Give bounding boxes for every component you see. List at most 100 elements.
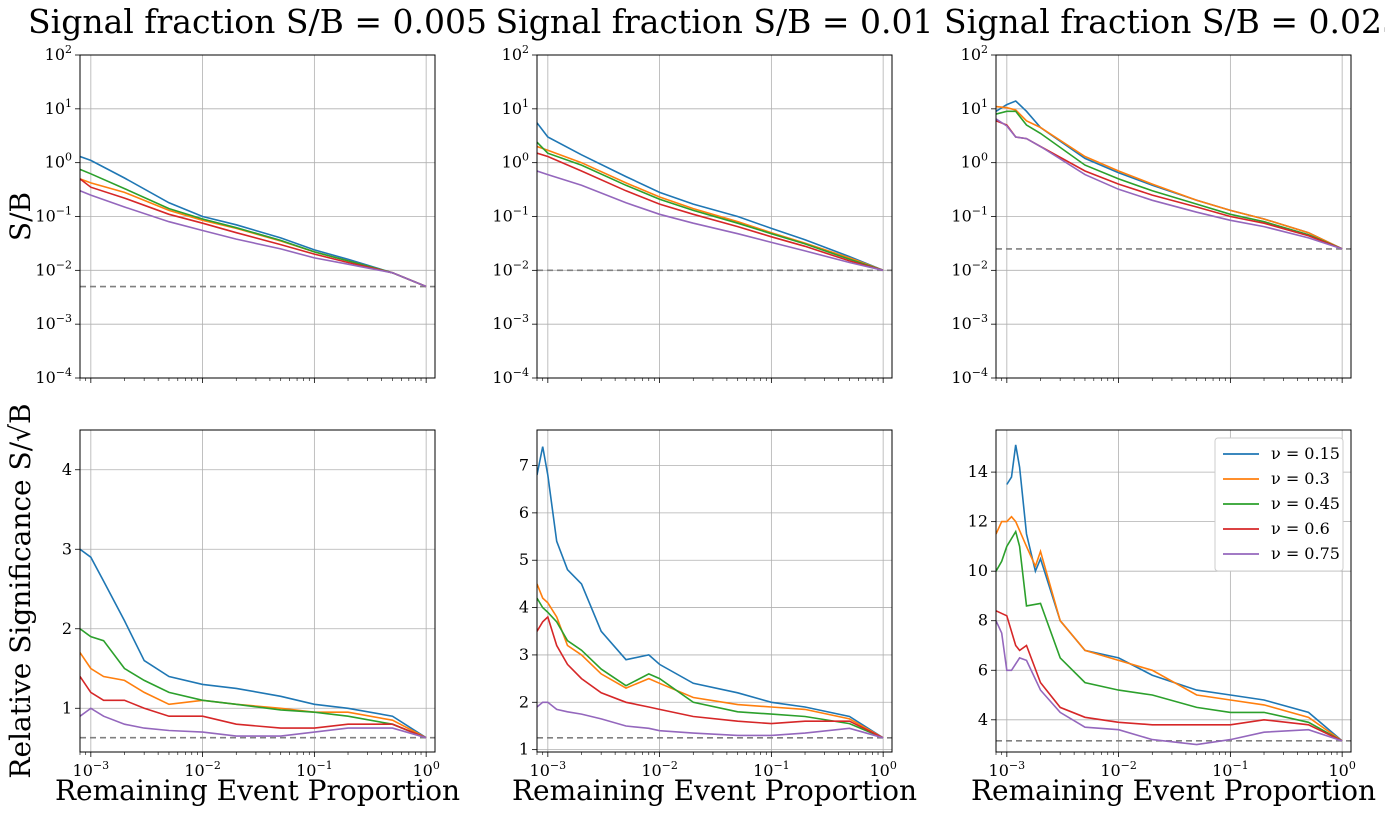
y-tick-label: 5 xyxy=(519,550,529,569)
y-tick-label: 10−4 xyxy=(951,366,988,387)
x-tick-label: 100 xyxy=(1328,759,1355,780)
series-line-0.75 xyxy=(80,707,427,739)
axes-frame xyxy=(536,54,893,379)
y-tick-label: 10−3 xyxy=(35,312,72,333)
y-tick-label: 3 xyxy=(62,539,72,558)
series-line-0.15 xyxy=(80,155,427,288)
y-tick-label: 100 xyxy=(502,151,529,172)
x-axis-label: Remaining Event Proportion xyxy=(512,774,917,807)
y-tick-label: 100 xyxy=(45,151,72,172)
y-tick-label: 7 xyxy=(519,456,529,475)
series-line-0.45 xyxy=(80,628,427,739)
y-axis-label: S/B xyxy=(4,192,37,241)
x-axis-label: Remaining Event Proportion xyxy=(971,774,1376,807)
series-line-0.6 xyxy=(996,610,1343,742)
y-tick-label: 12 xyxy=(968,512,988,531)
x-tick-label: 100 xyxy=(869,759,896,780)
y-tick-label: 10−1 xyxy=(35,205,72,226)
series-line-0.45 xyxy=(537,141,884,272)
series-line-0.75 xyxy=(537,701,884,739)
series-line-0.45 xyxy=(537,597,884,739)
y-tick-label: 10−2 xyxy=(951,258,988,279)
y-tick-label: 102 xyxy=(961,43,988,64)
x-tick-label: 10−2 xyxy=(641,759,678,780)
series-line-0.15 xyxy=(80,548,427,739)
legend-label: ν = 0.6 xyxy=(1271,519,1330,538)
y-tick-label: 100 xyxy=(961,151,988,172)
y-tick-label: 10−3 xyxy=(951,312,988,333)
y-tick-label: 4 xyxy=(978,710,988,729)
y-tick-label: 102 xyxy=(45,43,72,64)
legend-label: ν = 0.75 xyxy=(1271,544,1340,563)
series-line-0.6 xyxy=(537,152,884,272)
series-line-0.3 xyxy=(996,105,1343,250)
y-tick-label: 101 xyxy=(45,97,72,118)
x-tick-label: 10−3 xyxy=(530,759,567,780)
y-tick-label: 1 xyxy=(62,698,72,717)
y-tick-label: 10−2 xyxy=(35,258,72,279)
axes-frame xyxy=(79,54,436,379)
series-line-0.3 xyxy=(537,583,884,739)
series-line-0.3 xyxy=(537,145,884,272)
series-line-0.75 xyxy=(537,170,884,272)
y-tick-label: 6 xyxy=(519,503,529,522)
panel-bottom-left: 10−3 10−2 10−1 100 1 2 3 4 Remaining Event Propo… xyxy=(4,403,460,807)
x-tick-label: 100 xyxy=(412,759,439,780)
axes-frame xyxy=(995,54,1352,379)
series-line-0.15 xyxy=(537,446,884,739)
series-line-0.6 xyxy=(80,676,427,739)
panel-title: Signal fraction S/B = 0.025 xyxy=(944,2,1385,41)
panel-bottom-right: 10−3 10−2 10−1 100 4 6 8 10 12 14 Remaining Event … xyxy=(968,429,1376,807)
x-tick-label: 10−3 xyxy=(73,759,110,780)
series-line-0.45 xyxy=(996,110,1343,250)
y-tick-label: 1 xyxy=(519,740,529,759)
y-tick-label: 10−3 xyxy=(492,312,529,333)
legend-label: ν = 0.45 xyxy=(1271,494,1340,513)
y-axis-label: Relative Significance S/√B xyxy=(4,403,37,778)
x-tick-label: 10−1 xyxy=(296,759,333,780)
y-tick-label: 101 xyxy=(502,97,529,118)
legend-label: ν = 0.3 xyxy=(1271,469,1330,488)
panel-bottom-middle: 10−3 10−2 10−1 100 1 2 3 4 5 6 7 Remaining Event Pr… xyxy=(512,429,917,807)
panel-title: Signal fraction S/B = 0.005 xyxy=(28,2,487,41)
y-tick-label: 4 xyxy=(519,598,529,617)
series-line-0.75 xyxy=(996,118,1343,250)
y-tick-label: 10−1 xyxy=(951,205,988,226)
legend-label: ν = 0.15 xyxy=(1271,444,1340,463)
y-tick-label: 10−1 xyxy=(492,205,529,226)
series-line-0.75 xyxy=(996,620,1343,746)
y-tick-label: 4 xyxy=(62,460,72,479)
y-tick-label: 10−4 xyxy=(492,366,529,387)
x-tick-label: 10−1 xyxy=(753,759,790,780)
series-line-0.75 xyxy=(80,190,427,288)
axes-frame xyxy=(995,429,1352,753)
y-tick-label: 14 xyxy=(968,462,988,481)
axes-frame xyxy=(536,429,893,753)
y-tick-label: 6 xyxy=(978,660,988,679)
panel-title: Signal fraction S/B = 0.01 xyxy=(496,2,934,41)
y-tick-label: 10 xyxy=(968,561,988,580)
x-tick-label: 10−2 xyxy=(184,759,221,780)
x-tick-label: 10−1 xyxy=(1212,759,1249,780)
series-line-0.6 xyxy=(537,615,884,739)
y-tick-label: 10−4 xyxy=(35,366,72,387)
legend-box xyxy=(1214,437,1344,572)
y-tick-label: 2 xyxy=(62,619,72,638)
x-axis-label: Remaining Event Proportion xyxy=(55,774,460,807)
axes-frame xyxy=(79,429,436,753)
series-line-0.6 xyxy=(80,178,427,288)
series-line-0.45 xyxy=(80,168,427,288)
y-tick-label: 10−2 xyxy=(492,258,529,279)
series-line-0.15 xyxy=(537,122,884,272)
y-tick-label: 2 xyxy=(519,692,529,711)
series-line-0.3 xyxy=(996,515,1343,742)
y-tick-label: 101 xyxy=(961,97,988,118)
y-tick-label: 102 xyxy=(502,43,529,64)
y-tick-label: 3 xyxy=(519,645,529,664)
x-tick-label: 10−2 xyxy=(1100,759,1137,780)
y-tick-label: 8 xyxy=(978,611,988,630)
